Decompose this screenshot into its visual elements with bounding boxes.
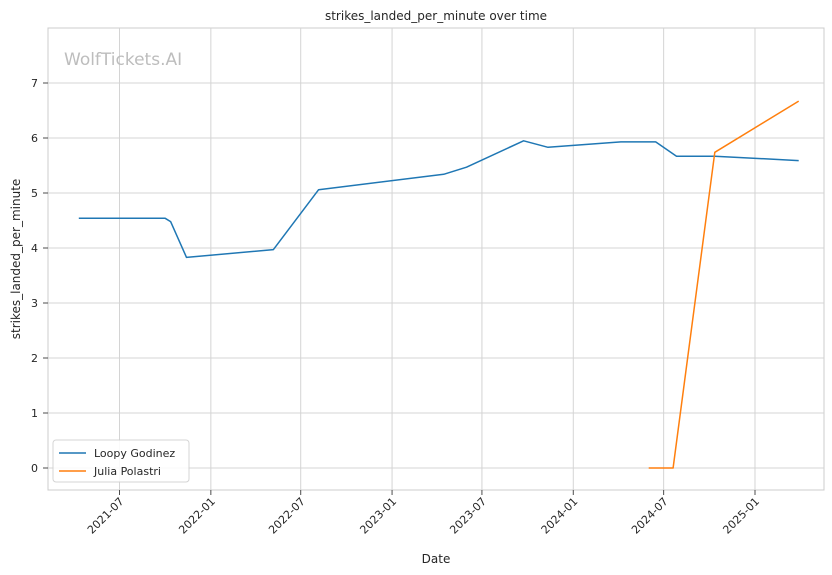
chart-title: strikes_landed_per_minute over time — [325, 9, 547, 23]
series-lines — [78, 100, 800, 469]
legend: Loopy Godinez Julia Polastri — [52, 439, 190, 483]
y-tick-label: 1 — [31, 407, 38, 420]
legend-box — [52, 439, 190, 483]
watermark: WolfTickets.AI — [64, 50, 182, 70]
plot-area — [47, 27, 825, 491]
y-tick-label: 5 — [31, 187, 38, 200]
legend-label-loopy-godinez: Loopy Godinez — [94, 447, 175, 460]
y-tick-label: 3 — [31, 297, 38, 310]
legend-label-julia-polastri: Julia Polastri — [93, 465, 161, 478]
y-tick-label: 2 — [31, 352, 38, 365]
y-tick-label: 6 — [31, 132, 38, 145]
y-tick-label: 7 — [31, 77, 38, 90]
x-axis-title: Date — [422, 552, 451, 566]
series-line-loopy-godinez — [78, 140, 799, 259]
y-tick-label: 4 — [31, 242, 38, 255]
series-line-julia-polastri — [648, 100, 800, 469]
y-axis-ticks: 0 1 2 3 4 5 6 7 — [31, 77, 48, 475]
y-tick-label: 0 — [31, 462, 38, 475]
y-axis-title: strikes_landed_per_minute — [9, 179, 23, 340]
